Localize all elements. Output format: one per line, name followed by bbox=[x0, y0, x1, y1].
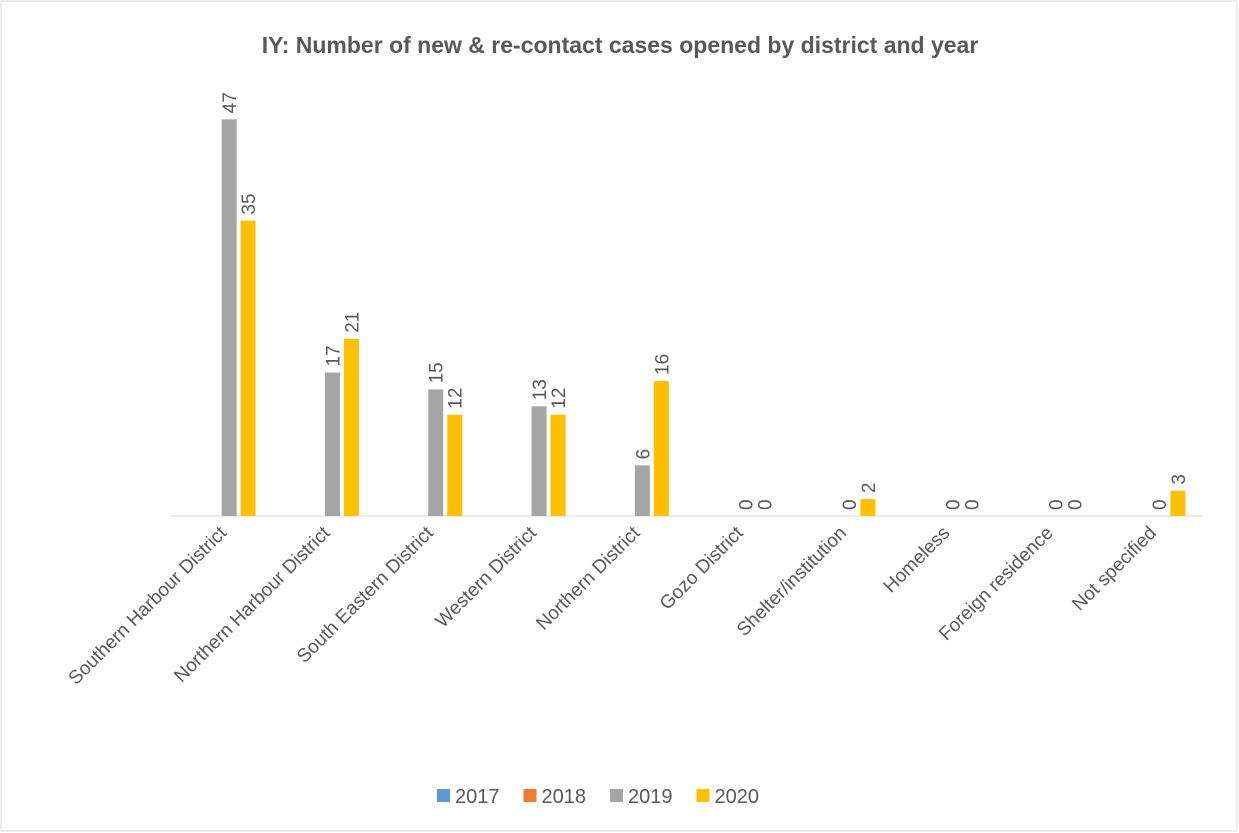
data-label: 0 bbox=[840, 499, 861, 510]
chart-title: IY: Number of new & re-contact cases ope… bbox=[262, 32, 979, 58]
data-label: 17 bbox=[323, 345, 344, 366]
data-label: 0 bbox=[1047, 499, 1068, 510]
data-label: 0 bbox=[943, 499, 964, 510]
bar bbox=[447, 414, 463, 516]
data-label: 35 bbox=[239, 193, 260, 214]
bar bbox=[531, 406, 547, 516]
data-label: 0 bbox=[1150, 499, 1171, 510]
data-label: 12 bbox=[446, 388, 467, 409]
data-label: 13 bbox=[530, 379, 551, 400]
bar bbox=[240, 220, 256, 516]
bar bbox=[860, 499, 876, 516]
bar bbox=[324, 372, 340, 516]
legend-label: 2018 bbox=[542, 786, 587, 808]
bar bbox=[343, 338, 359, 516]
data-label: 0 bbox=[737, 499, 758, 510]
data-label: 12 bbox=[549, 388, 570, 409]
legend-swatch bbox=[437, 789, 450, 802]
legend-label: 2020 bbox=[715, 786, 760, 808]
data-label: 0 bbox=[1066, 499, 1087, 510]
data-label: 16 bbox=[652, 354, 673, 375]
bar bbox=[221, 119, 237, 516]
data-label: 6 bbox=[633, 449, 654, 460]
bar bbox=[1170, 490, 1186, 516]
bar bbox=[634, 465, 650, 516]
data-label: 3 bbox=[1169, 474, 1190, 485]
data-label: 47 bbox=[220, 92, 241, 113]
legend-swatch bbox=[523, 789, 537, 802]
bar bbox=[428, 389, 444, 516]
data-label: 2 bbox=[859, 483, 880, 494]
legend-swatch bbox=[696, 789, 710, 802]
legend-label: 2017 bbox=[455, 786, 500, 808]
data-label: 15 bbox=[427, 362, 448, 383]
data-label: 0 bbox=[962, 499, 983, 510]
data-label: 0 bbox=[756, 499, 777, 510]
legend-swatch bbox=[610, 789, 623, 802]
bar bbox=[550, 414, 566, 516]
legend-label: 2019 bbox=[628, 786, 673, 808]
bar bbox=[653, 380, 669, 516]
data-label: 21 bbox=[342, 312, 363, 333]
